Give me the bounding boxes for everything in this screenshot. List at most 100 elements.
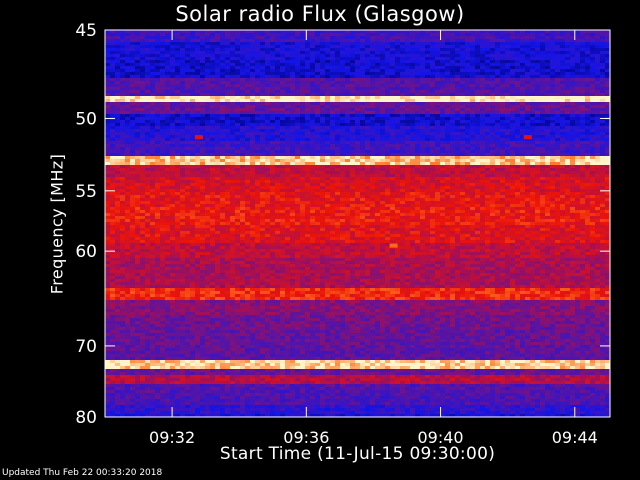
heatmap-cell	[250, 117, 256, 121]
heatmap-cell	[170, 45, 176, 49]
heatmap-cell	[165, 117, 171, 121]
heatmap-cell	[485, 105, 491, 109]
heatmap-cell	[510, 171, 516, 175]
heatmap-cell	[265, 87, 271, 91]
heatmap-cell	[395, 42, 401, 46]
heatmap-cell	[295, 99, 301, 103]
heatmap-cell	[445, 138, 451, 142]
heatmap-cell	[260, 123, 266, 127]
heatmap-cell	[530, 48, 536, 52]
heatmap-cell	[555, 51, 561, 55]
heatmap-cell	[550, 54, 556, 58]
heatmap-cell	[415, 33, 421, 37]
heatmap-cell	[170, 123, 176, 127]
heatmap-cell	[560, 93, 566, 97]
heatmap-cell	[500, 171, 506, 175]
heatmap-cell	[515, 33, 521, 37]
heatmap-cell	[225, 132, 231, 136]
heatmap-cell	[130, 126, 136, 130]
heatmap-cell	[115, 51, 121, 55]
heatmap-cell	[175, 120, 181, 124]
heatmap-cell	[455, 156, 461, 160]
heatmap-cell	[510, 30, 516, 34]
heatmap-cell	[270, 129, 276, 133]
heatmap-cell	[440, 150, 446, 154]
heatmap-cell	[545, 72, 551, 76]
heatmap-cell	[570, 150, 576, 154]
heatmap-cell	[310, 54, 316, 58]
heatmap-cell	[395, 54, 401, 58]
heatmap-cell	[335, 78, 341, 82]
heatmap-cell	[180, 42, 186, 46]
heatmap-cell	[495, 129, 501, 133]
heatmap-cell	[595, 96, 601, 100]
heatmap-cell	[215, 123, 221, 127]
heatmap-cell	[600, 141, 606, 145]
heatmap-cell	[455, 150, 461, 154]
heatmap-cell	[435, 162, 441, 166]
heatmap-cell	[330, 42, 336, 46]
heatmap-cell	[550, 144, 556, 148]
heatmap-cell	[210, 147, 216, 151]
heatmap-cell	[240, 135, 246, 139]
heatmap-cell	[530, 75, 536, 79]
heatmap-cell	[245, 144, 251, 148]
heatmap-cell	[230, 30, 236, 34]
heatmap-cell	[585, 102, 591, 106]
heatmap-cell	[275, 138, 281, 142]
heatmap-cell	[450, 84, 456, 88]
heatmap-cell	[295, 57, 301, 61]
heatmap-cell	[505, 162, 511, 166]
heatmap-cell	[595, 138, 601, 142]
heatmap-cell	[420, 99, 426, 103]
heatmap-cell	[475, 60, 481, 64]
heatmap-cell	[240, 75, 246, 79]
heatmap-cell	[250, 93, 256, 97]
heatmap-cell	[430, 126, 436, 130]
heatmap-cell	[235, 42, 241, 46]
heatmap-cell	[105, 51, 111, 55]
heatmap-cell	[310, 81, 316, 85]
heatmap-cell	[180, 141, 186, 145]
heatmap-cell	[455, 105, 461, 109]
heatmap-cell	[600, 105, 606, 109]
heatmap-cell	[165, 69, 171, 73]
heatmap-cell	[335, 96, 341, 100]
heatmap-cell	[590, 87, 596, 91]
heatmap-cell	[605, 123, 610, 127]
heatmap-cell	[380, 90, 386, 94]
heatmap-cell	[210, 141, 216, 145]
heatmap-cell	[520, 126, 526, 130]
heatmap-cell	[185, 78, 191, 82]
heatmap-cell	[560, 156, 566, 160]
heatmap-cell	[180, 87, 186, 91]
heatmap-cell	[390, 78, 396, 82]
heatmap-cell	[245, 132, 251, 136]
heatmap-cell	[315, 75, 321, 79]
heatmap-cell	[395, 150, 401, 154]
heatmap-cell	[430, 162, 436, 166]
heatmap-cell	[190, 126, 196, 130]
heatmap-cell	[565, 108, 571, 112]
heatmap-cell	[500, 93, 506, 97]
heatmap-cell	[105, 90, 111, 94]
heatmap-cell	[180, 39, 186, 43]
heatmap-cell	[260, 120, 266, 124]
heatmap-cell	[170, 105, 176, 109]
heatmap-cell	[230, 75, 236, 79]
heatmap-cell	[315, 171, 321, 175]
heatmap-cell	[255, 129, 261, 133]
heatmap-cell	[500, 33, 506, 37]
heatmap-cell	[605, 171, 610, 175]
heatmap-cell	[550, 84, 556, 88]
heatmap-cell	[275, 120, 281, 124]
heatmap-cell	[345, 87, 351, 91]
heatmap-cell	[170, 93, 176, 97]
heatmap-cell	[200, 120, 206, 124]
heatmap-cell	[460, 42, 466, 46]
heatmap-cell	[160, 99, 166, 103]
heatmap-cell	[210, 165, 216, 169]
heatmap-cell	[245, 69, 251, 73]
heatmap-cell	[310, 96, 316, 100]
heatmap-cell	[415, 135, 421, 139]
